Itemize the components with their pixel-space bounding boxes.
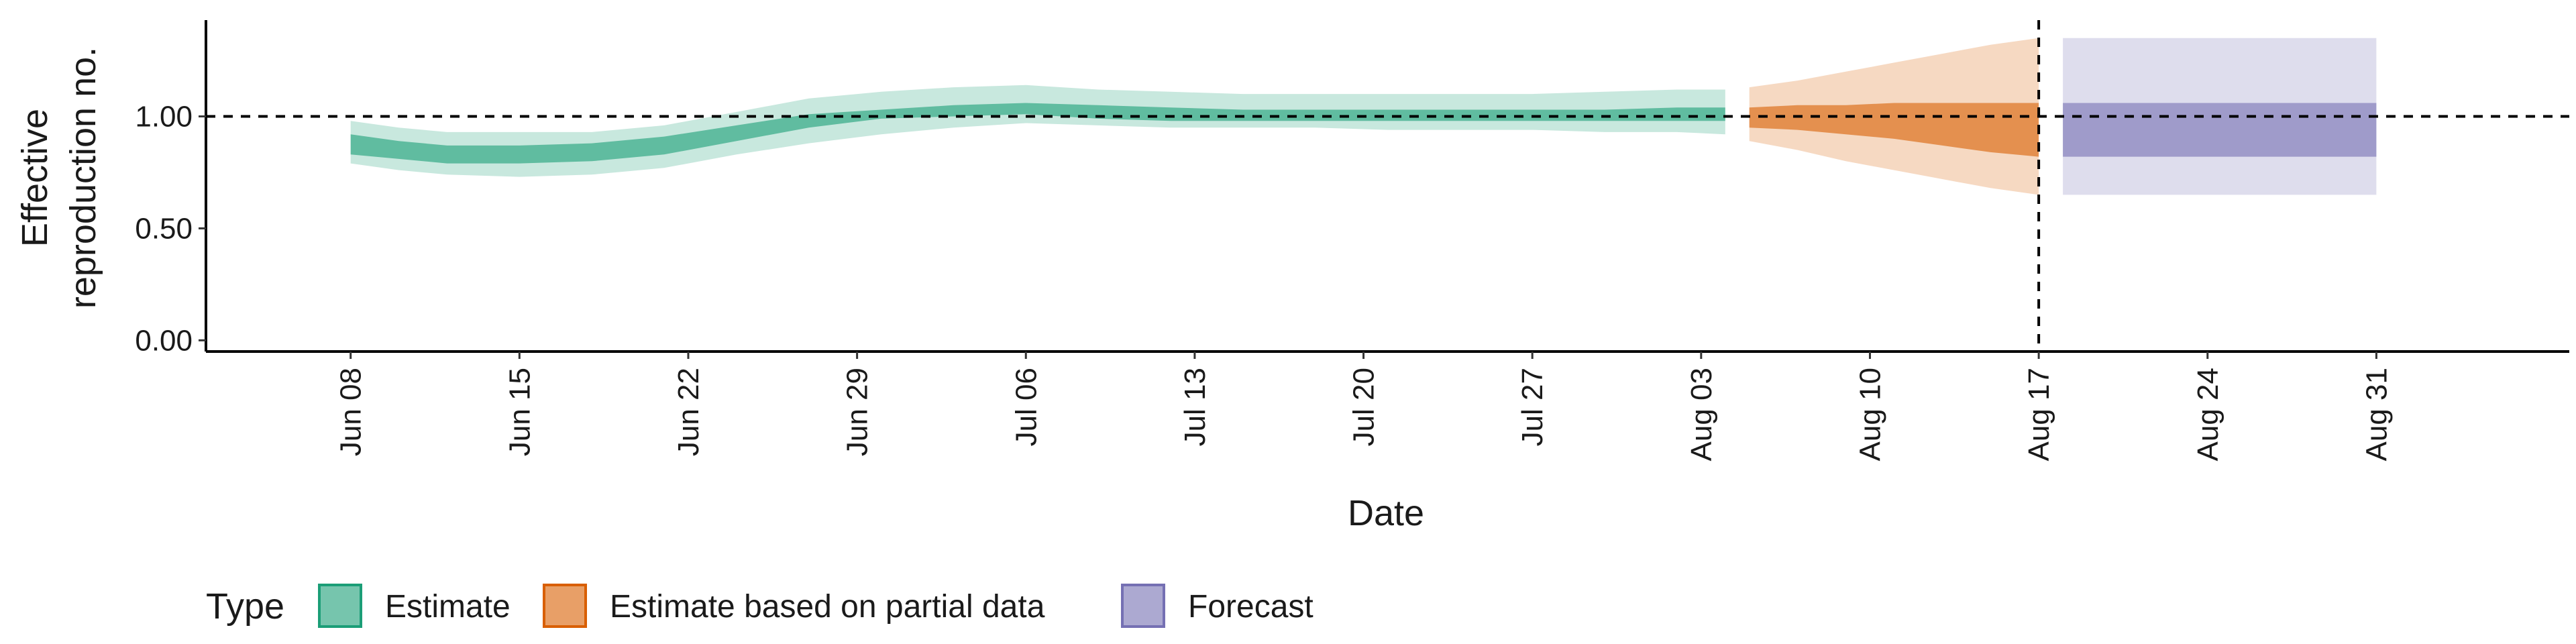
x-tick-label: Jun 08 — [335, 368, 368, 456]
legend: Type Estimate Estimate based on partial da… — [206, 584, 1313, 628]
legend-key — [1121, 584, 1165, 628]
y-axis-title-line: Effective — [15, 109, 55, 247]
reference-lines — [206, 20, 2569, 352]
legend-item: Estimate — [318, 584, 511, 628]
forecast-inner-band — [2063, 103, 2377, 157]
estimate-inner-band — [350, 103, 1725, 164]
x-tick-label: Aug 03 — [1685, 368, 1718, 461]
x-axis-title: Date — [1348, 493, 1424, 533]
legend-item: Forecast — [1121, 584, 1313, 628]
x-tick-label: Aug 10 — [1854, 368, 1886, 461]
estimate-outer-band — [350, 85, 1725, 177]
y-tick-label: 0.00 — [135, 324, 193, 357]
estimate-based-on-partial-data-inner-band — [1749, 103, 2039, 157]
legend-title: Type — [206, 586, 284, 627]
y-tick-label: 1.00 — [135, 101, 193, 133]
x-tick-label: Jun 22 — [672, 368, 705, 456]
x-tick-labels: Jun 08 Jun 15 Jun 22 Jun 29 Jul 06 Jul 13 Jul … — [335, 368, 2394, 461]
x-tick-label: Jul 20 — [1348, 368, 1381, 446]
legend-item: Estimate based on partial data — [543, 584, 1045, 628]
x-tick-label: Jul 13 — [1179, 368, 1212, 446]
x-tick-label: Aug 24 — [2192, 368, 2224, 461]
x-tick-label: Jul 27 — [1516, 368, 1549, 446]
legend-label: Forecast — [1188, 589, 1313, 625]
legend-key — [318, 584, 362, 628]
legend-label: Estimate — [385, 589, 511, 625]
x-tick-label: Jun 29 — [841, 368, 874, 456]
x-tick-label: Aug 17 — [2023, 368, 2055, 461]
legend-key — [543, 584, 587, 628]
y-axis-title: Effective reproduction no. — [15, 47, 103, 309]
x-tick-label: Jun 15 — [503, 368, 536, 456]
y-tick-label: 0.50 — [135, 212, 193, 245]
y-axis-title-line: reproduction no. — [63, 47, 103, 309]
axes — [199, 20, 2569, 359]
x-tick-label: Aug 31 — [2360, 368, 2393, 461]
y-tick-labels: 0.00 0.50 1.00 — [135, 101, 193, 358]
legend-label: Estimate based on partial data — [610, 589, 1045, 625]
x-tick-label: Jul 06 — [1010, 368, 1042, 446]
